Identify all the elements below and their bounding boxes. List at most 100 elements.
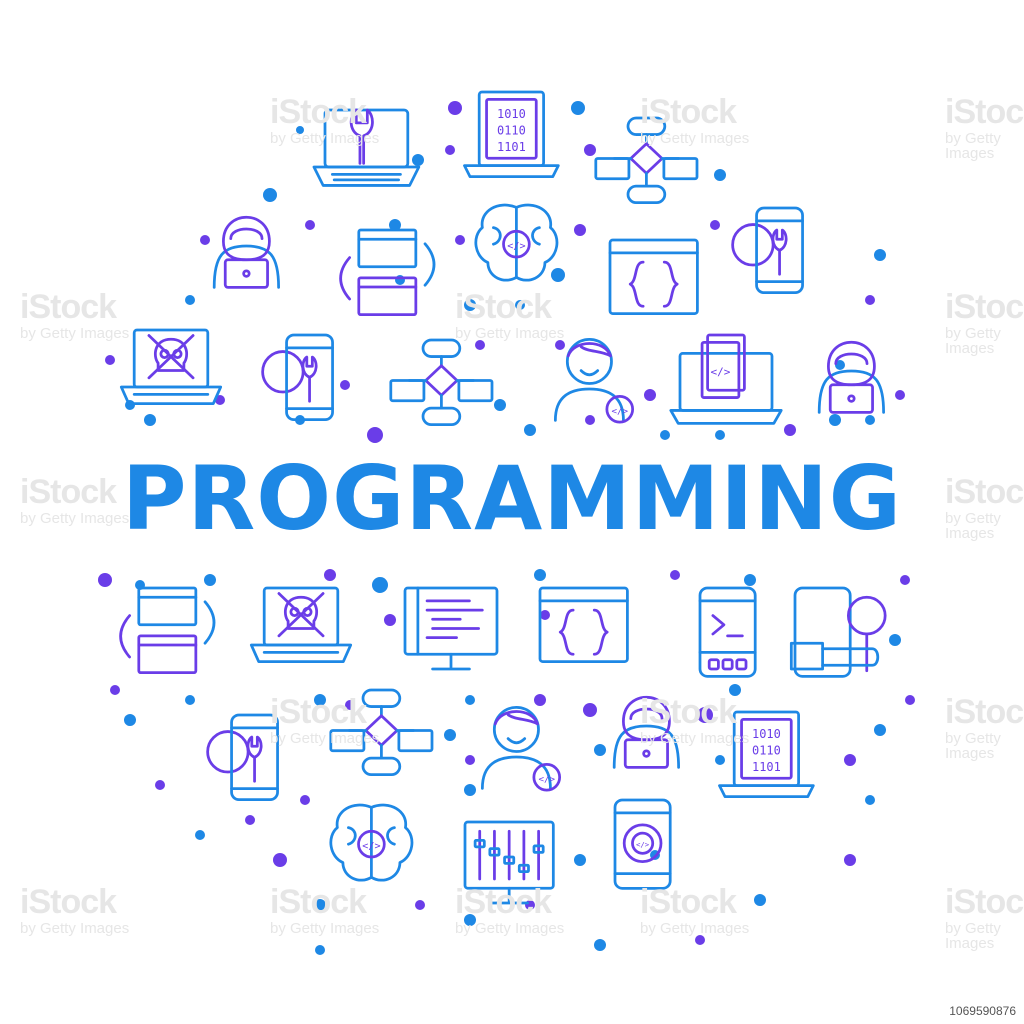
decor-dot: [455, 235, 465, 245]
decor-dot: [574, 224, 586, 236]
decor-dot: [551, 268, 565, 282]
decor-dot: [412, 154, 424, 166]
decor-dot: [314, 899, 326, 911]
phone-gear-code-icon: </>: [613, 798, 672, 890]
decor-dot: [200, 235, 210, 245]
decor-dot: [315, 945, 325, 955]
page-title: PROGRAMMING: [122, 447, 902, 550]
laptop-binary-icon: 1010 0110 1101: [463, 90, 560, 179]
decor-dot: [895, 390, 905, 400]
decor-dot: [874, 724, 886, 736]
flowchart-icon: [594, 116, 699, 205]
decor-dot: [695, 935, 705, 945]
svg-text:</>: </>: [507, 241, 525, 252]
decor-dot: [594, 744, 606, 756]
decor-dot: [465, 695, 475, 705]
decor-dot: [464, 299, 476, 311]
decor-dot: [697, 707, 713, 723]
svg-text:1101: 1101: [497, 140, 526, 154]
decor-dot: [585, 415, 595, 425]
decor-dot: [729, 684, 741, 696]
decor-dot: [155, 780, 165, 790]
decor-dot: [415, 900, 425, 910]
decor-dot: [475, 340, 485, 350]
laptop-code-files-icon: </>: [669, 333, 783, 425]
svg-text:</>: </>: [636, 840, 650, 849]
laptop-binary-icon: 1010 0110 1101: [718, 710, 815, 799]
svg-text:1010: 1010: [752, 727, 781, 741]
decor-dot: [185, 695, 195, 705]
decor-dot: [372, 577, 388, 593]
svg-text:0110: 0110: [752, 743, 781, 757]
browser-braces-icon: [608, 238, 699, 315]
phone-wrench-gear-icon: [206, 713, 279, 802]
decor-dot: [525, 900, 535, 910]
flowchart-icon: [389, 338, 494, 427]
decor-dot: [144, 414, 156, 426]
flowchart-icon: [329, 688, 434, 777]
decor-dot: [195, 830, 205, 840]
decor-dot: [367, 427, 383, 443]
developer-code-icon: </>: [553, 337, 635, 424]
decor-dot: [844, 754, 856, 766]
decor-dot: [524, 424, 536, 436]
app-windows-sync-icon: [339, 228, 436, 317]
decor-dot: [534, 569, 546, 581]
svg-text:</>: </>: [611, 406, 628, 417]
decor-dot: [865, 415, 875, 425]
decor-dot: [185, 295, 195, 305]
decor-dot: [465, 755, 475, 765]
decor-dot: [710, 220, 720, 230]
decor-dot: [444, 729, 456, 741]
decor-dot: [204, 574, 216, 586]
hacker-laptop-icon: [612, 696, 680, 769]
phone-wrench-gear-icon: [261, 333, 334, 422]
svg-text:</>: </>: [362, 841, 380, 852]
decor-dot: [540, 610, 550, 620]
decor-dot: [105, 355, 115, 365]
decorative-dots: [98, 101, 915, 955]
browser-braces-icon: [538, 586, 629, 663]
decor-dot: [865, 795, 875, 805]
decor-dot: [900, 575, 910, 585]
decor-dot: [110, 685, 120, 695]
laptop-skull-icon: [119, 328, 223, 405]
stock-id-label: 1069590876: [949, 1004, 1016, 1018]
brain-code-icon: </>: [474, 203, 559, 282]
decor-dot: [754, 894, 766, 906]
app-windows-sync-icon: [119, 586, 216, 675]
decor-dot: [715, 755, 725, 765]
decor-dot: [296, 126, 304, 134]
decor-dot: [305, 220, 315, 230]
decor-dot: [464, 914, 476, 926]
developer-code-icon: </>: [480, 705, 562, 792]
decor-dot: [889, 634, 901, 646]
decor-dot: [245, 815, 255, 825]
monitor-code-icon: [403, 586, 499, 671]
phone-terminal-icon: [698, 586, 757, 678]
decor-dot: [784, 424, 796, 436]
decor-dot: [445, 145, 455, 155]
decor-dot: [715, 430, 725, 440]
decor-dot: [865, 295, 875, 305]
decor-dot: [844, 854, 856, 866]
decor-dot: [494, 399, 506, 411]
decor-dot: [670, 570, 680, 580]
phone-magnifier-hand-icon: [789, 586, 887, 678]
decor-dot: [98, 573, 112, 587]
decor-dot: [384, 614, 396, 626]
decor-dot: [829, 414, 841, 426]
svg-text:0110: 0110: [497, 123, 526, 137]
decor-dot: [345, 700, 355, 710]
decor-dot: [571, 101, 585, 115]
laptop-skull-icon: [249, 586, 353, 663]
decor-dot: [273, 853, 287, 867]
decor-dot: [448, 101, 462, 115]
phone-wrench-gear-icon: [731, 206, 804, 295]
decor-dot: [124, 714, 136, 726]
decor-dot: [515, 300, 525, 310]
decor-dot: [574, 854, 586, 866]
decor-dot: [263, 188, 277, 202]
hacker-laptop-icon: [817, 341, 885, 414]
brain-code-icon: </>: [329, 803, 414, 882]
